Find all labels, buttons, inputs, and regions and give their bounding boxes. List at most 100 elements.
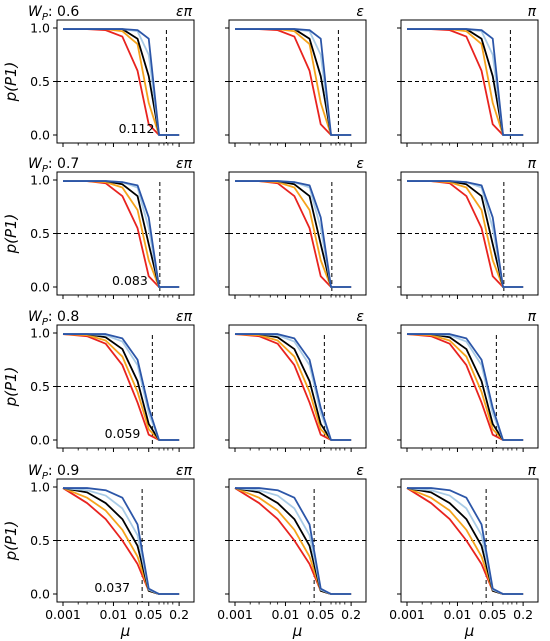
- panel-frame: [400, 19, 539, 144]
- series-line: [407, 180, 524, 288]
- row-wp-label: WP: 0.9: [28, 463, 79, 482]
- threshold-value-label: 0.083: [112, 273, 148, 288]
- y-tick-label: 0.5: [30, 379, 50, 394]
- row-wp-value: : 0.8: [48, 309, 79, 325]
- panel-frame: [400, 171, 539, 296]
- y-axis-label: p(P1): [2, 214, 20, 255]
- series-line: [62, 487, 180, 595]
- row-wp-label: WP: 0.7: [28, 156, 79, 175]
- x-tick-label: 0.05: [479, 607, 507, 622]
- series-line: [234, 333, 352, 441]
- x-tick-label: 0.2: [169, 607, 189, 622]
- row-wp-subscript: P: [42, 471, 49, 482]
- series-line: [62, 487, 180, 595]
- series-line: [63, 333, 180, 441]
- series-line: [407, 28, 524, 136]
- y-tick-label: 0.5: [30, 226, 50, 241]
- series-line: [63, 333, 180, 441]
- panel-column-label: επ: [176, 4, 193, 20]
- series-line: [63, 28, 180, 136]
- series-line: [406, 333, 524, 441]
- panel-column-label: π: [528, 156, 537, 172]
- series-line: [235, 180, 352, 288]
- series-line: [235, 28, 352, 136]
- row-wp-symbol: W: [28, 463, 43, 479]
- row-wp-value: : 0.6: [48, 4, 80, 20]
- series-line: [406, 487, 524, 595]
- series-line: [235, 28, 352, 136]
- y-tick-label: 0.5: [30, 74, 50, 89]
- x-tick-label: 0.001: [217, 607, 253, 622]
- series-line: [63, 180, 180, 288]
- panel-column-label: ε: [356, 156, 364, 172]
- series-line: [234, 487, 352, 595]
- series-line: [235, 180, 352, 288]
- row-wp-label: WP: 0.6: [28, 4, 79, 23]
- series-line: [407, 180, 524, 288]
- threshold-value-label: 0.037: [94, 580, 130, 595]
- chart-panel: ε: [225, 309, 367, 452]
- panel-column-label: επ: [176, 309, 193, 325]
- series-line: [63, 28, 180, 136]
- x-tick-label: 0.001: [389, 607, 425, 622]
- series-line: [407, 28, 524, 136]
- series-line: [406, 487, 524, 595]
- panel-column-label: π: [528, 4, 537, 20]
- chart-panel: επ 0.0 0.5 1.0 0.112: [30, 4, 195, 147]
- chart-panel: ε: [225, 156, 367, 299]
- row-wp-value: : 0.9: [48, 463, 79, 479]
- panel-frame: [228, 171, 367, 296]
- series-line: [63, 180, 180, 288]
- series-line: [406, 487, 524, 595]
- series-line: [62, 487, 180, 595]
- series-line: [63, 28, 180, 136]
- series-line: [235, 333, 352, 441]
- series-line: [235, 28, 352, 136]
- series-line: [235, 180, 352, 288]
- row-wp-symbol: W: [28, 4, 43, 20]
- series-line: [235, 180, 352, 288]
- y-tick-label: 0.0: [30, 128, 50, 143]
- series-line: [235, 333, 352, 441]
- x-tick-label: 0.2: [341, 607, 361, 622]
- row-wp-label: WP: 0.8: [28, 309, 79, 328]
- x-tick-label: 0.01: [444, 607, 472, 622]
- series-line: [407, 333, 524, 441]
- row-wp-subscript: P: [42, 317, 49, 328]
- y-tick-label: 0.5: [30, 533, 50, 548]
- panel-column-label: επ: [176, 156, 193, 172]
- panel-column-label: π: [528, 309, 537, 325]
- series-line: [407, 28, 524, 136]
- chart-row: WP: 0.9p(P1)επ0.00.51.00.001 0.01 0.05 0.20…: [2, 463, 539, 622]
- series-line: [235, 28, 352, 136]
- y-tick-label: 1.0: [30, 326, 50, 341]
- series-line: [406, 333, 524, 441]
- series-line: [62, 333, 180, 441]
- series-line: [234, 487, 352, 595]
- chart-panel: π: [397, 4, 539, 147]
- series-line: [62, 333, 180, 441]
- chart-panel: επ 0.0 0.5 1.0 0.083: [30, 156, 195, 299]
- y-axis-label: p(P1): [2, 62, 20, 103]
- y-tick-label: 1.0: [30, 21, 50, 36]
- series-line: [407, 180, 524, 288]
- x-axis-label: μ: [292, 622, 303, 640]
- threshold-value-label: 0.059: [105, 426, 141, 441]
- series-line: [63, 28, 180, 136]
- x-tick-label: 0.001: [45, 607, 81, 622]
- chart-panel: επ 0.0 0.5 1.0 0.059: [30, 309, 195, 452]
- series-line: [235, 180, 352, 288]
- y-axis-label: p(P1): [2, 367, 20, 408]
- panel-column-label: ε: [356, 463, 364, 479]
- panel-frame: [228, 19, 367, 144]
- row-wp-value: : 0.7: [48, 156, 79, 172]
- y-axis-label: p(P1): [2, 521, 20, 562]
- series-line: [407, 180, 524, 288]
- panel-column-label: ε: [356, 309, 364, 325]
- series-line: [235, 487, 352, 595]
- row-wp-symbol: W: [28, 309, 43, 325]
- y-tick-label: 1.0: [30, 173, 50, 188]
